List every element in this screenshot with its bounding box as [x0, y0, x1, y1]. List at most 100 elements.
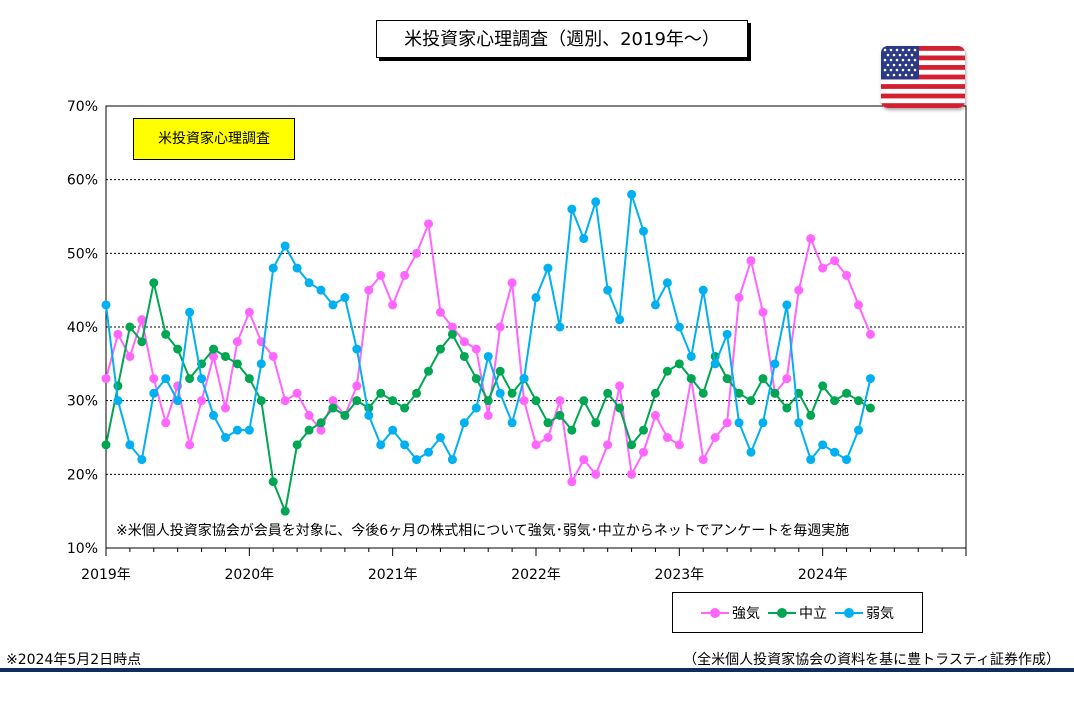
data-point-0: [519, 396, 529, 406]
data-point-0: [674, 440, 684, 450]
x-tick-label: 2023年: [655, 567, 705, 583]
chart-title: 米投資家心理調査（週別、2019年～）: [376, 20, 748, 58]
data-point-1: [280, 506, 290, 516]
data-point-2: [268, 263, 278, 273]
data-point-0: [244, 307, 254, 317]
data-point-1: [256, 396, 266, 406]
data-point-1: [244, 374, 254, 384]
data-point-2: [842, 455, 852, 465]
data-point-0: [197, 396, 207, 406]
data-point-1: [352, 396, 362, 406]
data-point-0: [113, 329, 123, 339]
data-point-1: [304, 425, 314, 435]
y-tick-label: 30%: [67, 394, 98, 410]
data-point-0: [734, 293, 744, 303]
data-point-0: [865, 329, 875, 339]
data-point-0: [435, 307, 445, 317]
data-point-0: [710, 433, 720, 442]
data-point-0: [268, 351, 278, 361]
data-point-0: [555, 396, 565, 406]
data-point-2: [543, 263, 553, 273]
data-point-1: [220, 351, 230, 361]
data-point-2: [865, 374, 875, 384]
data-point-0: [854, 300, 863, 310]
data-point-2: [328, 300, 338, 310]
data-point-2: [244, 425, 254, 435]
data-point-0: [495, 322, 505, 332]
data-point-1: [149, 278, 159, 288]
as-of-date-note: ※2024年5月2日時点: [6, 652, 142, 668]
data-point-1: [567, 425, 577, 435]
data-point-1: [615, 403, 625, 413]
data-point-0: [280, 396, 290, 406]
data-point-1: [173, 344, 183, 354]
data-point-1: [674, 359, 684, 369]
data-point-2: [388, 425, 398, 435]
data-point-2: [770, 359, 780, 369]
data-point-0: [830, 256, 840, 266]
data-point-1: [734, 388, 744, 398]
data-point-0: [364, 285, 374, 295]
data-point-2: [424, 447, 433, 457]
data-point-1: [447, 329, 457, 339]
data-point-0: [292, 388, 302, 398]
data-point-0: [650, 410, 660, 420]
data-point-0: [412, 248, 422, 258]
data-point-0: [782, 374, 792, 384]
data-point-2: [220, 433, 230, 442]
data-point-2: [435, 433, 445, 442]
data-point-1: [531, 396, 541, 406]
data-point-0: [185, 440, 195, 450]
legend-swatch-bear: [835, 607, 863, 619]
data-point-2: [232, 425, 242, 435]
data-point-2: [495, 388, 505, 398]
legend-item-bull: 強気: [701, 603, 760, 623]
data-point-1: [591, 418, 601, 428]
data-point-2: [197, 374, 207, 384]
data-point-0: [806, 234, 816, 244]
legend-item-bear: 弱気: [835, 603, 894, 623]
data-point-2: [364, 410, 374, 420]
x-tick-label: 2022年: [511, 567, 561, 583]
data-point-0: [507, 278, 517, 288]
data-point-1: [268, 477, 278, 487]
chart-legend: 強気 中立 弱気: [672, 592, 923, 633]
data-point-0: [483, 410, 493, 420]
data-point-1: [232, 359, 242, 369]
data-point-1: [830, 396, 840, 406]
data-point-2: [782, 300, 792, 310]
data-point-2: [794, 418, 804, 428]
data-point-2: [603, 285, 613, 295]
data-point-1: [424, 366, 433, 376]
data-point-2: [746, 447, 756, 457]
data-point-2: [161, 374, 171, 384]
x-tick-label: 2024年: [798, 567, 848, 583]
data-point-0: [603, 440, 613, 450]
data-point-0: [471, 344, 481, 354]
data-point-2: [567, 204, 577, 214]
data-point-0: [447, 322, 457, 332]
data-point-0: [722, 418, 732, 428]
data-point-0: [746, 256, 756, 266]
data-point-1: [627, 440, 637, 450]
x-tick-label: 2021年: [368, 567, 418, 583]
data-point-1: [316, 418, 326, 428]
data-point-0: [125, 351, 135, 361]
data-point-1: [758, 374, 768, 384]
data-point-2: [698, 285, 708, 295]
data-point-1: [865, 403, 875, 413]
data-point-0: [400, 270, 410, 280]
y-tick-label: 70%: [67, 99, 98, 115]
data-point-1: [818, 381, 828, 391]
data-point-1: [400, 403, 410, 413]
survey-footnote: ※米個人投資家協会が会員を対象に、今後6ヶ月の株式相について強気･弱気･中立から…: [116, 523, 850, 539]
data-point-2: [818, 440, 828, 450]
data-point-1: [770, 388, 780, 398]
data-point-0: [567, 477, 577, 487]
data-point-1: [686, 374, 696, 384]
data-point-1: [101, 440, 111, 450]
data-point-1: [185, 374, 195, 384]
legend-item-neutral: 中立: [768, 603, 827, 623]
data-point-0: [662, 433, 672, 442]
